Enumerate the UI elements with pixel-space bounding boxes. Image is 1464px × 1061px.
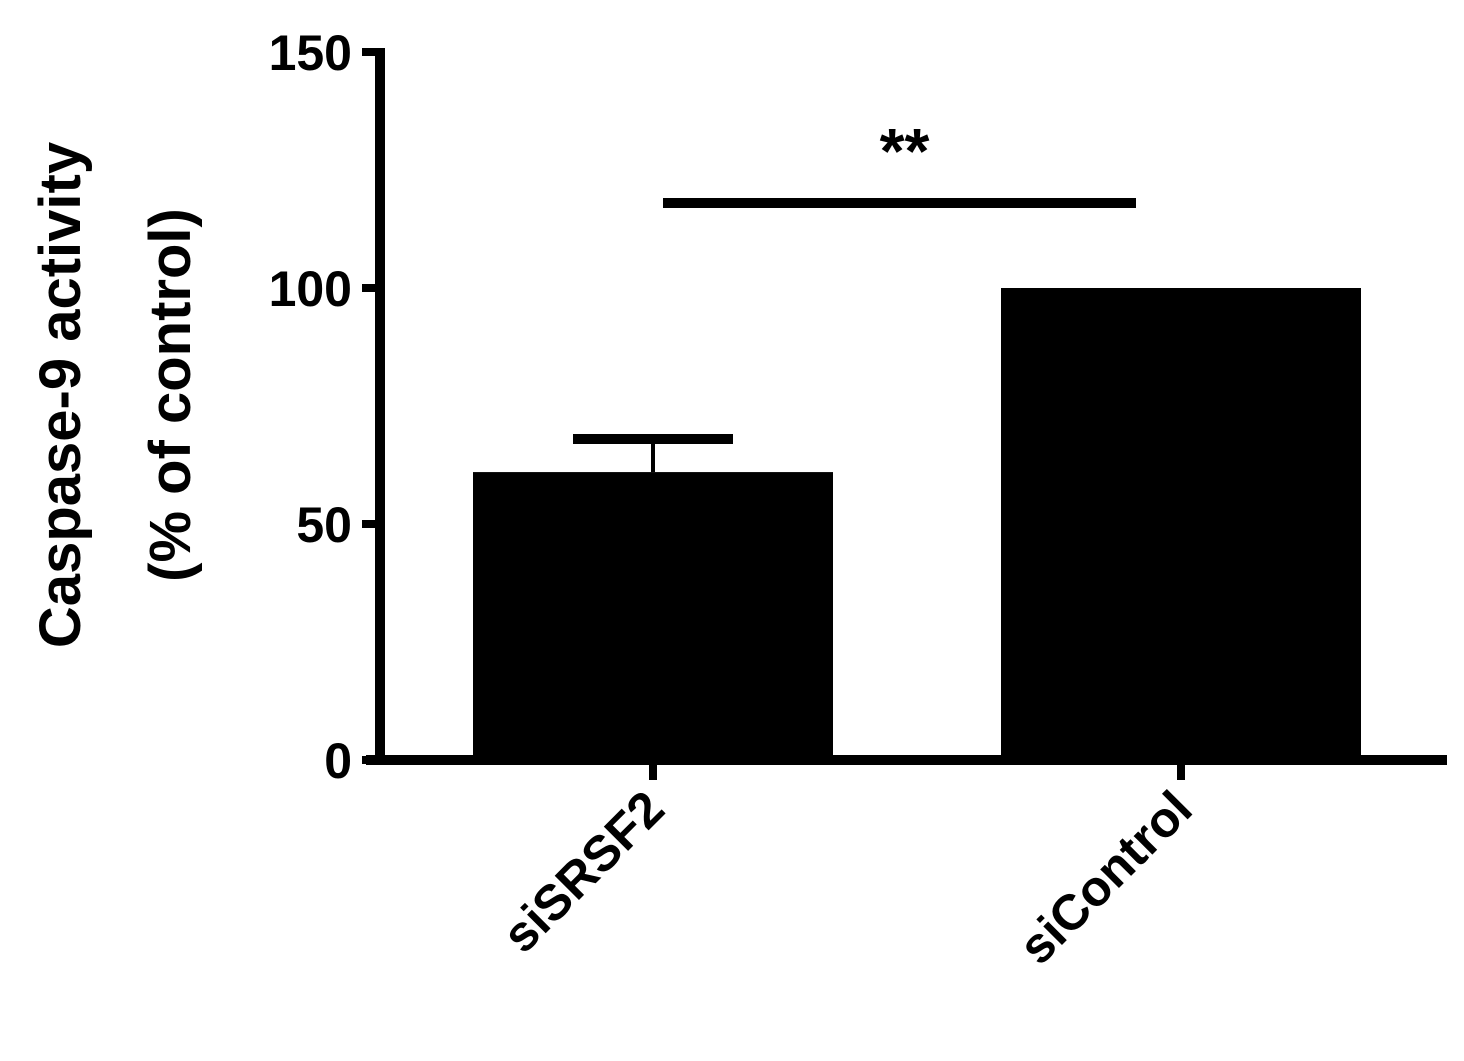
bar-siSRSF2 — [473, 472, 833, 760]
x-tick-label-siSRSF2: siSRSF2 — [492, 780, 675, 963]
significance-label: ** — [880, 115, 930, 187]
y-tick-label-0: 0 — [324, 733, 352, 789]
y-tick-label-100: 100 — [269, 261, 352, 317]
plot-area: 0 50 100 150 siSRSF2 siControl ** — [269, 25, 1447, 975]
x-tick-label-siControl: siControl — [1008, 780, 1203, 975]
bar-siControl — [1001, 288, 1361, 760]
y-axis-title-line-2: (% of control) — [138, 208, 203, 582]
y-axis-title: Caspase-9 activity (% of control) — [28, 142, 203, 648]
y-tick-label-50: 50 — [296, 497, 352, 553]
y-axis-title-line-1: Caspase-9 activity — [28, 142, 93, 648]
y-tick-label-150: 150 — [269, 25, 352, 81]
